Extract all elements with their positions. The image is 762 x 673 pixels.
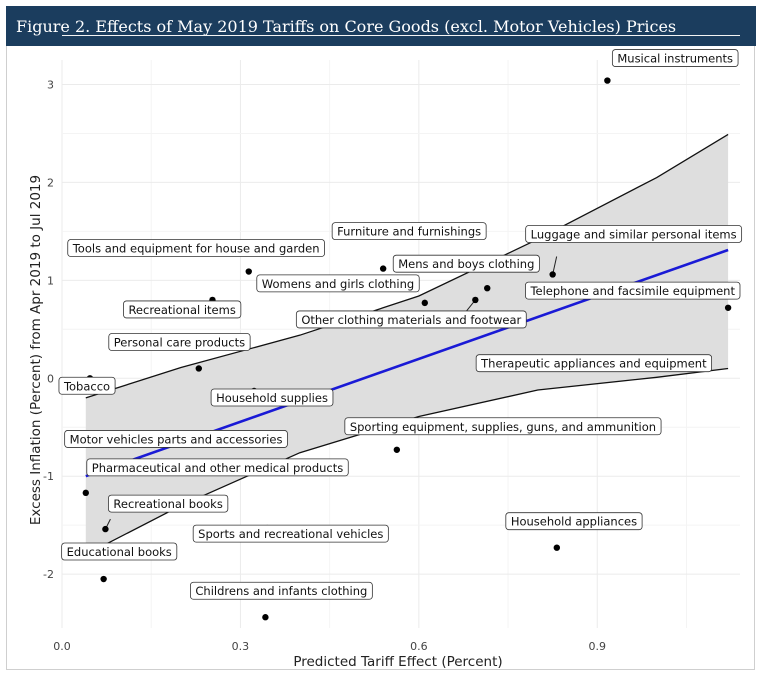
data-point [393,446,401,453]
point-label: Womens and girls clothing [256,274,420,293]
point-label-box [210,388,334,407]
point-label: Tools and equipment for house and garden [67,239,325,257]
point-label-box [331,222,487,240]
point-label-box [192,524,389,543]
point-labels: Musical instruments Tools and equipment f… [58,49,743,600]
point-label: Pharmaceutical and other medical product… [86,458,349,477]
axis-ticks: 0.0 0.3 0.6 0.9 -2 -1 0 1 2 3 [43,78,606,653]
point-label-text: Household supplies [216,391,328,405]
point-label-box [392,254,540,273]
point-label-text: Telephone and facsimile equipment [529,284,735,298]
point-label: Household appliances [505,512,643,531]
point-label: Sports and recreational vehicles [192,524,389,543]
point-label-box [61,542,178,561]
point-label: Recreational items [123,300,242,319]
point-label: Musical instruments [611,49,739,67]
x-axis-label: Predicted Tariff Effect (Percent) [293,654,502,670]
point-label-text: Musical instruments [617,52,733,66]
point-label: Sporting equipment, supplies, guns, and … [344,417,662,436]
point-label-box [64,430,288,448]
data-point [724,304,732,311]
data-point [100,575,107,583]
point-label-text: Tobacco [63,379,110,393]
point-label: Therapeutic appliances and equipment [475,354,713,373]
point-label-box [86,458,349,477]
y-tick-label: 1 [47,274,54,287]
x-tick-label: 0.0 [53,640,71,653]
y-tick-label: -1 [43,470,54,483]
point-label: Motor vehicles parts and accessories [64,430,288,448]
point-label: Mens and boys clothing [392,254,540,273]
y-tick-label: -2 [43,568,54,581]
data-point [82,489,89,497]
point-label-box [108,333,251,351]
point-label-box [525,225,743,243]
x-tick-label: 0.3 [232,640,250,653]
confidence-upper-line [85,133,729,399]
chart-frame [6,46,755,670]
y-tick-label: 0 [47,372,54,385]
point-label: Recreational books [108,494,229,513]
data-point [604,77,611,84]
x-tick-label: 0.6 [410,640,428,653]
data-point [553,544,561,551]
y-tick-label: 2 [47,176,54,189]
point-label-text: Tools and equipment for house and garden [72,242,320,256]
point-label-box [505,512,643,531]
data-point [472,296,479,304]
point-label-text: Recreational books [113,497,222,511]
figure-title: Figure 2. Effects of May 2019 Tariffs on… [16,16,677,36]
point-label-text: Childrens and infants clothing [195,584,367,598]
data-point [484,284,491,292]
point-label-text: Womens and girls clothing [262,277,414,291]
point-label-text: Luggage and similar personal items [531,227,737,241]
point-label-text: Motor vehicles parts and accessories [70,432,283,446]
data-point [262,614,269,621]
point-label-text: Educational books [67,545,172,559]
point-label-box [295,310,527,329]
point-label: Tobacco [58,376,116,395]
point-label: Furniture and furnishings [331,222,487,240]
point-label: Other clothing materials and footwear [295,310,527,329]
point-label: Luggage and similar personal items [525,225,743,243]
point-label-text: Therapeutic appliances and equipment [480,357,707,371]
point-label-text: Pharmaceutical and other medical product… [92,461,343,475]
point-label-text: Recreational items [128,303,235,317]
figure-title-bar: Figure 2. Effects of May 2019 Tariffs on… [6,6,756,46]
data-point [421,299,428,307]
point-label-box [58,376,116,395]
point-label: Telephone and facsimile equipment [525,281,741,300]
point-label-box [108,494,229,513]
point-label-text: Sporting equipment, supplies, guns, and … [350,420,656,434]
point-label-text: Sports and recreational vehicles [198,527,383,541]
x-tick-label: 0.9 [589,640,607,653]
y-axis-label: Excess Inflation (Percent) from Apr 2019… [28,175,44,525]
data-point [245,268,252,275]
point-label-text: Household appliances [511,515,637,529]
data-point [379,265,387,272]
point-label-text: Furniture and furnishings [337,225,481,239]
point-label-box [123,300,242,319]
y-tick-label: 3 [47,78,54,91]
point-label-box [344,417,662,436]
point-label-box [189,581,373,600]
point-label-box [475,354,713,373]
point-label-text: Mens and boys clothing [398,257,534,271]
point-label-text: Personal care products [114,335,245,349]
point-label-text: Other clothing materials and footwear [301,313,521,327]
data-point [549,271,556,278]
point-label-box [256,274,420,293]
point-label-box [525,281,741,300]
point-label: Personal care products [108,333,251,351]
data-point [102,525,109,533]
data-point [195,365,202,372]
point-label: Household supplies [210,388,334,407]
point-label-box [67,239,325,257]
point-label: Educational books [61,542,178,561]
point-label: Childrens and infants clothing [189,581,373,600]
point-label-box [611,49,739,67]
